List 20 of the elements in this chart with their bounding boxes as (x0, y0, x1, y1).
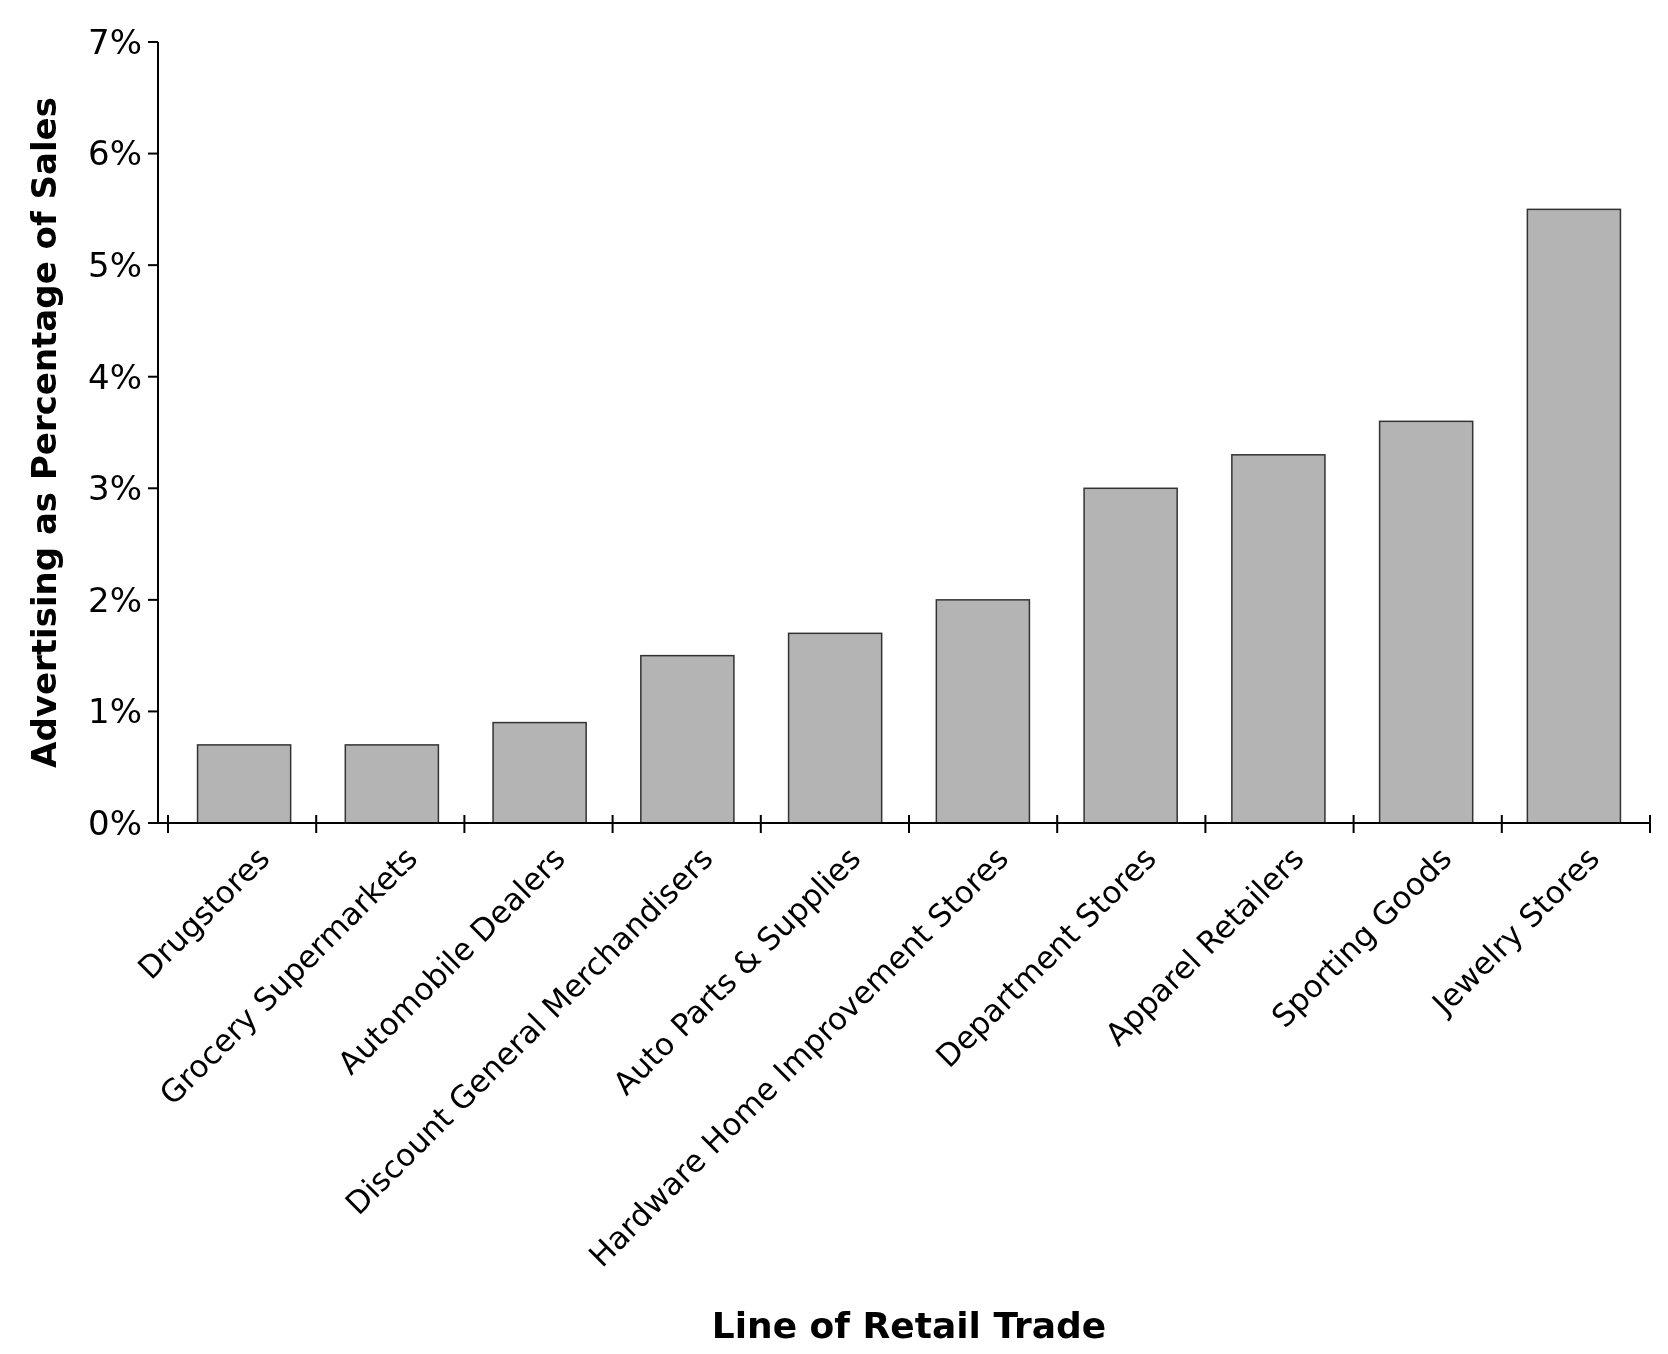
bar (1083, 487, 1178, 824)
bar (787, 632, 883, 824)
bar (1378, 420, 1474, 824)
y-axis-title: Advertising as Percentage of Sales (24, 97, 64, 768)
bar (492, 721, 587, 824)
y-tick-label: 3% (88, 468, 142, 509)
y-tick-label: 6% (88, 133, 142, 174)
bar (640, 654, 735, 824)
y-tick-label: 0% (88, 802, 142, 843)
bar (1526, 208, 1622, 824)
y-tick-label: 7% (88, 21, 142, 62)
bar (935, 599, 1031, 824)
y-tick-label: 1% (88, 691, 142, 732)
y-tick-label: 5% (88, 245, 142, 286)
bar (196, 744, 292, 824)
y-tick-label: 2% (88, 579, 142, 620)
bar (1231, 454, 1326, 824)
bar (344, 744, 440, 824)
y-tick-label: 4% (88, 356, 142, 397)
x-axis-title: Line of Retail Trade (711, 1305, 1107, 1346)
